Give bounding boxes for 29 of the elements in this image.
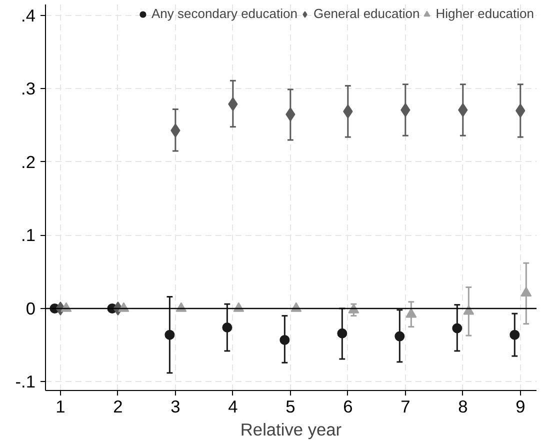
legend-label: Any secondary education: [151, 6, 298, 21]
x-tick-label: 7: [400, 396, 410, 416]
point: [337, 328, 348, 338]
point: [452, 323, 462, 334]
legend-label: Higher education: [436, 6, 534, 21]
x-tick-label: 3: [170, 396, 180, 416]
point: [510, 330, 520, 340]
x-tick-label: 9: [516, 396, 526, 416]
y-tick-label: .1: [21, 225, 36, 246]
y-tick-label: -.1: [15, 372, 36, 392]
legend-label: General education: [313, 6, 420, 21]
x-tick-label: 6: [343, 396, 353, 416]
point: [463, 305, 474, 315]
x-tick-label: 4: [228, 396, 238, 416]
point: [280, 334, 290, 345]
point: [164, 330, 175, 340]
x-tick-label: 1: [56, 396, 66, 416]
y-tick-label: .4: [21, 5, 36, 26]
x-tick-label: 5: [286, 396, 296, 416]
x-axis-title: Relative year: [240, 420, 342, 440]
x-tick-label: 8: [458, 396, 468, 416]
x-tick-label: 2: [113, 396, 123, 416]
y-tick-label: 0: [26, 298, 36, 318]
point: [394, 331, 405, 342]
point: [520, 286, 532, 296]
y-tick-label: .3: [21, 78, 36, 99]
y-tick-label: .2: [21, 152, 36, 172]
point: [222, 322, 232, 332]
point: [406, 308, 417, 318]
